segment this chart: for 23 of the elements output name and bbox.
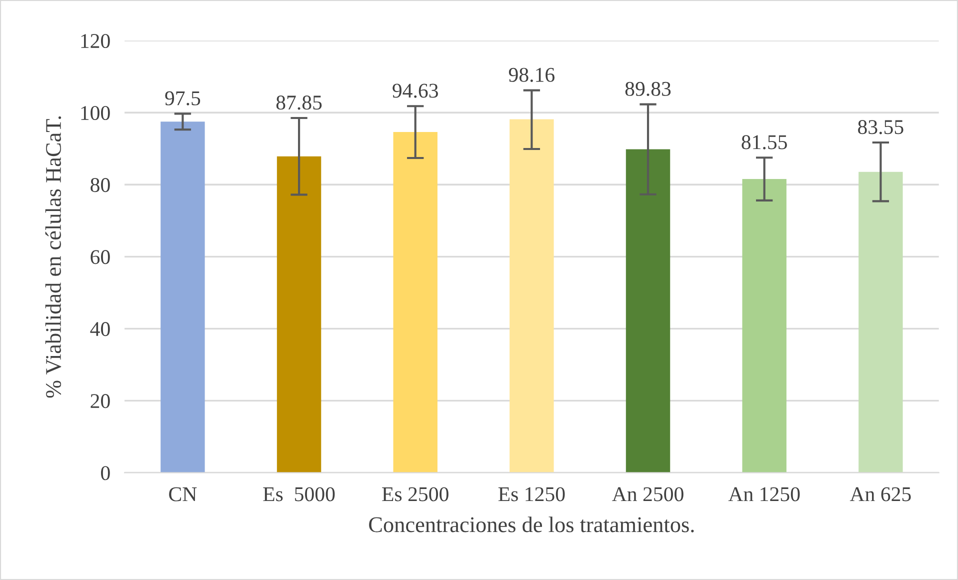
x-tick-label: An 1250: [728, 487, 800, 502]
data-label: 83.55: [858, 120, 904, 134]
y-tick-label: 40: [90, 322, 110, 336]
y-axis-title: % Viabilidad en células HaCaT.: [45, 116, 62, 398]
y-tick-label: 60: [90, 250, 110, 264]
x-tick-label: Es 5000: [263, 487, 335, 502]
data-label: 81.55: [742, 135, 787, 150]
x-tick-label: Es 1250: [498, 487, 565, 502]
data-label: 98.16: [508, 68, 555, 82]
y-tick-label: 0: [101, 466, 110, 480]
data-label: 87.85: [276, 96, 322, 110]
data-label: 94.63: [392, 84, 438, 98]
x-axis-title: Concentraciones de los tratamientos.: [369, 516, 694, 532]
y-tick-label: 120: [81, 34, 110, 48]
data-label: 89.83: [625, 82, 671, 96]
y-tick-label: 80: [90, 178, 110, 192]
x-tick-label: An 625: [850, 487, 911, 502]
x-tick-label: Es 2500: [382, 487, 448, 502]
y-tick-label: 100: [81, 106, 110, 120]
y-tick-label: 20: [90, 394, 110, 408]
x-tick-label: An 2500: [612, 487, 684, 502]
x-tick-label: CN: [169, 487, 197, 502]
data-label: 97.5: [165, 91, 200, 106]
